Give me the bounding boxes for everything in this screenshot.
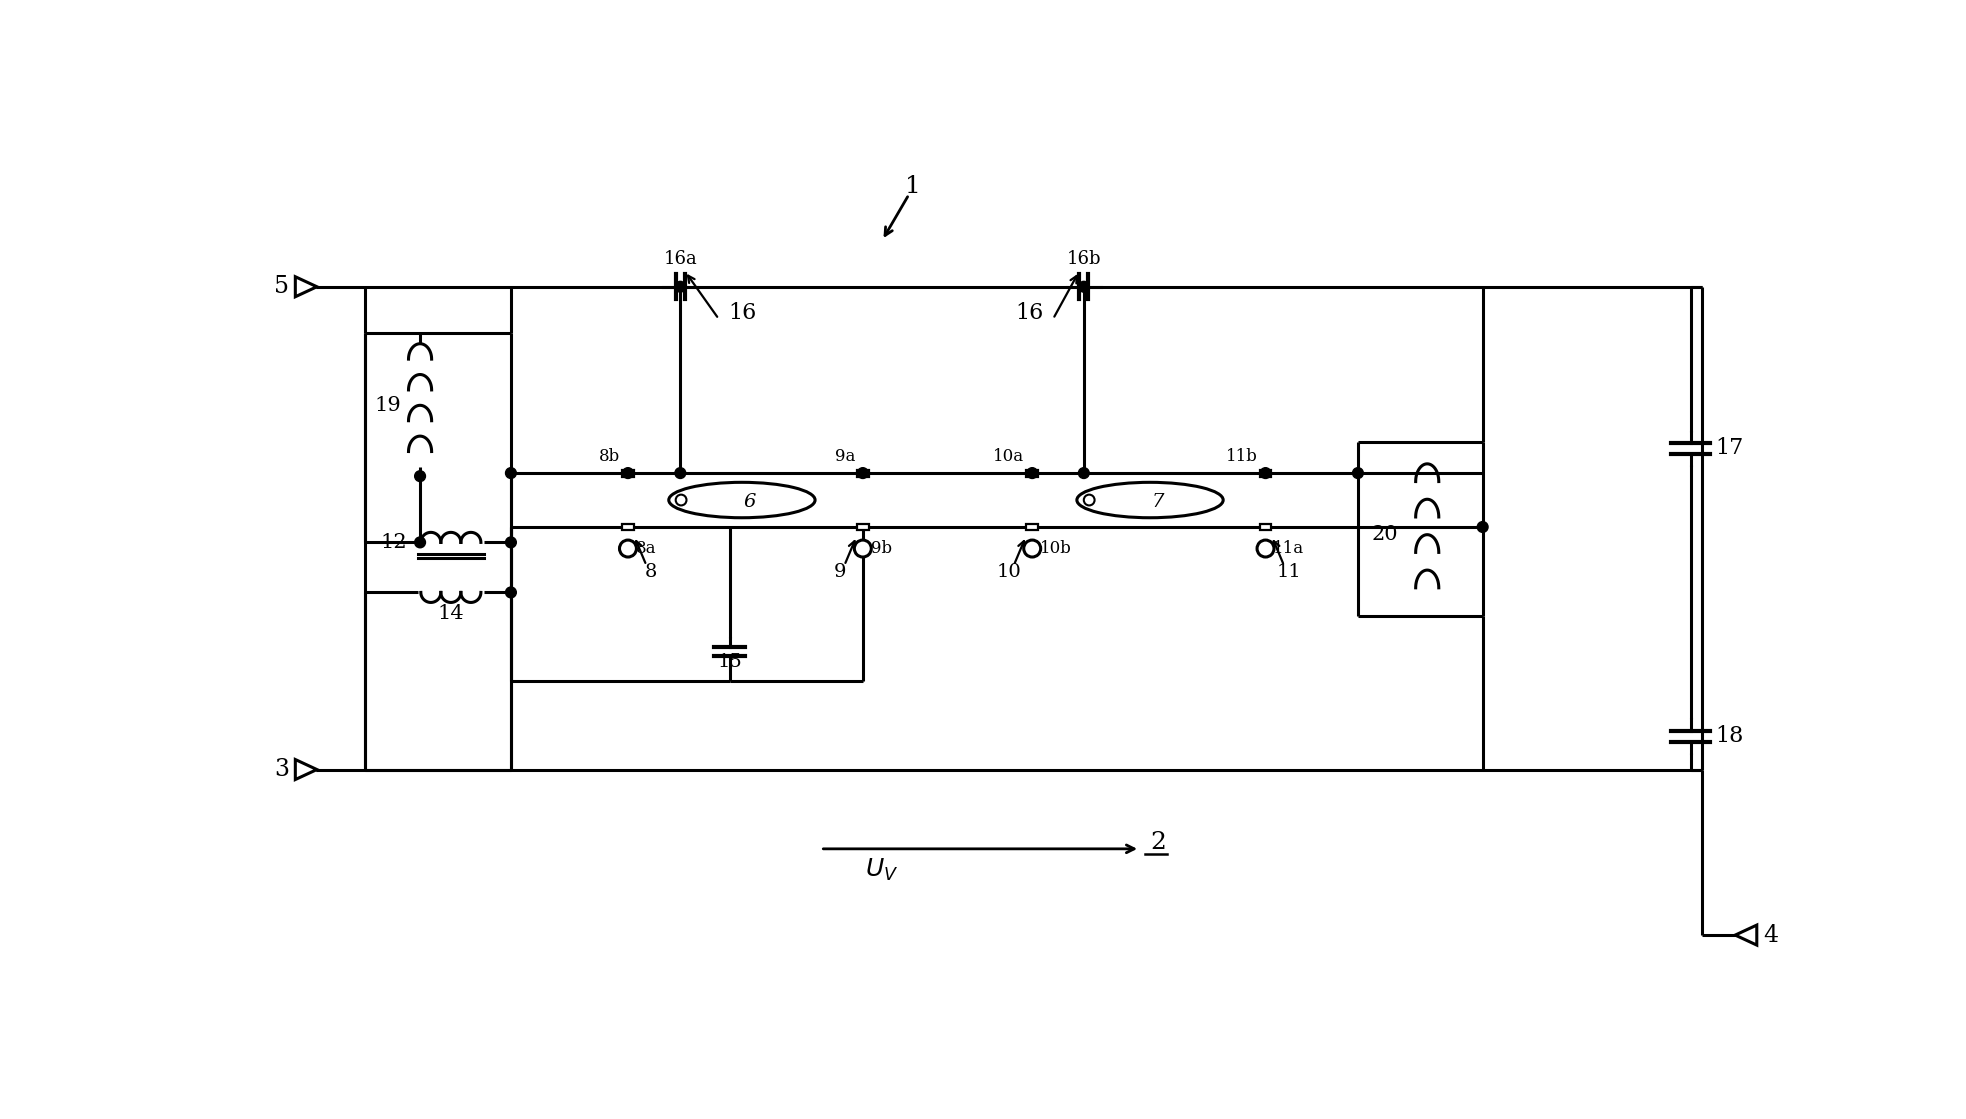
Ellipse shape [668, 482, 816, 518]
Text: 14: 14 [438, 604, 464, 623]
Text: 1: 1 [904, 176, 920, 198]
Circle shape [1353, 468, 1362, 479]
Ellipse shape [1077, 482, 1223, 518]
Circle shape [623, 468, 633, 479]
Text: 13: 13 [765, 491, 790, 509]
Bar [1260, 524, 1272, 530]
Circle shape [505, 537, 517, 548]
Text: 11a: 11a [1274, 540, 1303, 557]
Circle shape [415, 537, 425, 548]
Text: 16b: 16b [1066, 250, 1101, 269]
Circle shape [674, 281, 686, 292]
Text: 6: 6 [743, 492, 755, 510]
Text: 16: 16 [1016, 302, 1044, 323]
Polygon shape [295, 276, 317, 297]
Text: 10: 10 [997, 563, 1022, 581]
Polygon shape [295, 760, 317, 780]
Text: 9a: 9a [836, 448, 855, 464]
Text: 16: 16 [727, 302, 757, 323]
Text: 19: 19 [374, 396, 401, 415]
Bar [621, 470, 633, 477]
Text: 9: 9 [834, 563, 845, 581]
Text: 4: 4 [1764, 923, 1777, 947]
Text: 8a: 8a [635, 540, 657, 557]
Circle shape [1476, 521, 1488, 533]
Text: 16a: 16a [663, 250, 698, 269]
Text: 10a: 10a [993, 448, 1024, 464]
Text: 5: 5 [273, 275, 289, 299]
Text: 15: 15 [718, 652, 741, 670]
Circle shape [415, 471, 425, 481]
Circle shape [1260, 468, 1270, 479]
Circle shape [674, 468, 686, 479]
Circle shape [857, 468, 869, 479]
Circle shape [1079, 281, 1089, 292]
Text: 8: 8 [645, 563, 657, 581]
Text: 3: 3 [273, 758, 289, 781]
Bar [621, 524, 633, 530]
Bar [857, 470, 869, 477]
Bar [857, 524, 869, 530]
Circle shape [505, 468, 517, 479]
Text: 10b: 10b [1040, 540, 1071, 557]
Text: 11: 11 [1276, 563, 1301, 581]
Circle shape [1083, 495, 1095, 506]
Text: 8b: 8b [600, 448, 619, 464]
Circle shape [855, 540, 871, 557]
Text: 12: 12 [379, 533, 407, 552]
Text: 20: 20 [1372, 525, 1398, 544]
Polygon shape [1736, 925, 1758, 946]
Text: 18: 18 [1714, 725, 1744, 747]
Circle shape [1079, 468, 1089, 479]
Text: $U_V$: $U_V$ [865, 856, 898, 883]
Bar [1260, 470, 1272, 477]
Circle shape [1024, 540, 1040, 557]
Text: 17: 17 [1714, 438, 1744, 460]
Bar [1026, 470, 1038, 477]
Text: 2: 2 [1150, 831, 1166, 854]
Circle shape [619, 540, 637, 557]
Circle shape [1256, 540, 1274, 557]
Text: 7: 7 [1152, 492, 1164, 510]
Bar [1026, 524, 1038, 530]
Text: 9b: 9b [871, 540, 893, 557]
Circle shape [1026, 468, 1038, 479]
Circle shape [505, 587, 517, 598]
Circle shape [676, 495, 686, 506]
Text: 11b: 11b [1227, 448, 1258, 464]
